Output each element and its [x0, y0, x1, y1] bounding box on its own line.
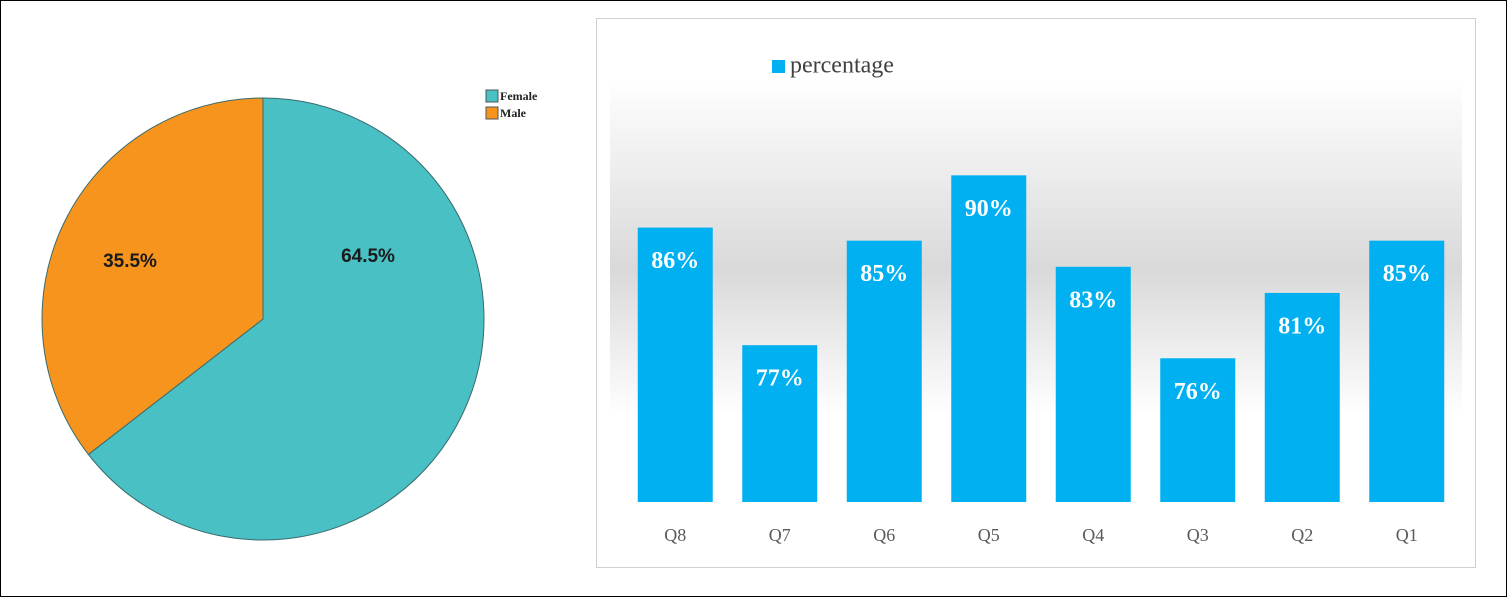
x-tick-label: Q4: [1082, 525, 1104, 545]
slice-label: 35.5%: [103, 251, 157, 272]
bar-label: 85%: [860, 261, 908, 287]
bar: [1160, 358, 1236, 502]
legend-swatch: [772, 60, 785, 73]
slice-label: 64.5%: [341, 246, 395, 267]
bar-label: 76%: [1174, 379, 1222, 405]
bar-label: 86%: [651, 248, 699, 274]
legend-swatch: [485, 89, 499, 103]
x-tick-label: Q2: [1291, 525, 1313, 545]
bar: [1369, 240, 1445, 502]
bar: [1264, 292, 1340, 502]
bar-label: 85%: [1383, 261, 1431, 287]
x-tick-label: Q1: [1396, 525, 1418, 545]
bar-label: 81%: [1278, 313, 1326, 339]
legend-label: Female: [500, 89, 538, 103]
bar: [1055, 266, 1131, 502]
bar-label: 90%: [965, 196, 1013, 222]
bar: [951, 175, 1027, 503]
bar: [846, 240, 922, 502]
legend-swatch: [485, 106, 499, 120]
x-tick-label: Q7: [769, 525, 791, 545]
bar-label: 77%: [756, 366, 804, 392]
bar-label: 83%: [1069, 287, 1117, 313]
legend-label: Male: [500, 106, 527, 120]
bar: [637, 227, 713, 502]
pie-slice: [87, 97, 485, 541]
bar: [742, 345, 818, 502]
x-tick-label: Q6: [873, 525, 895, 545]
x-tick-label: Q8: [664, 525, 686, 545]
pie-slice: [41, 97, 264, 456]
x-tick-label: Q3: [1187, 525, 1209, 545]
x-tick-label: Q5: [978, 525, 1000, 545]
legend-label: percentage: [790, 53, 894, 79]
